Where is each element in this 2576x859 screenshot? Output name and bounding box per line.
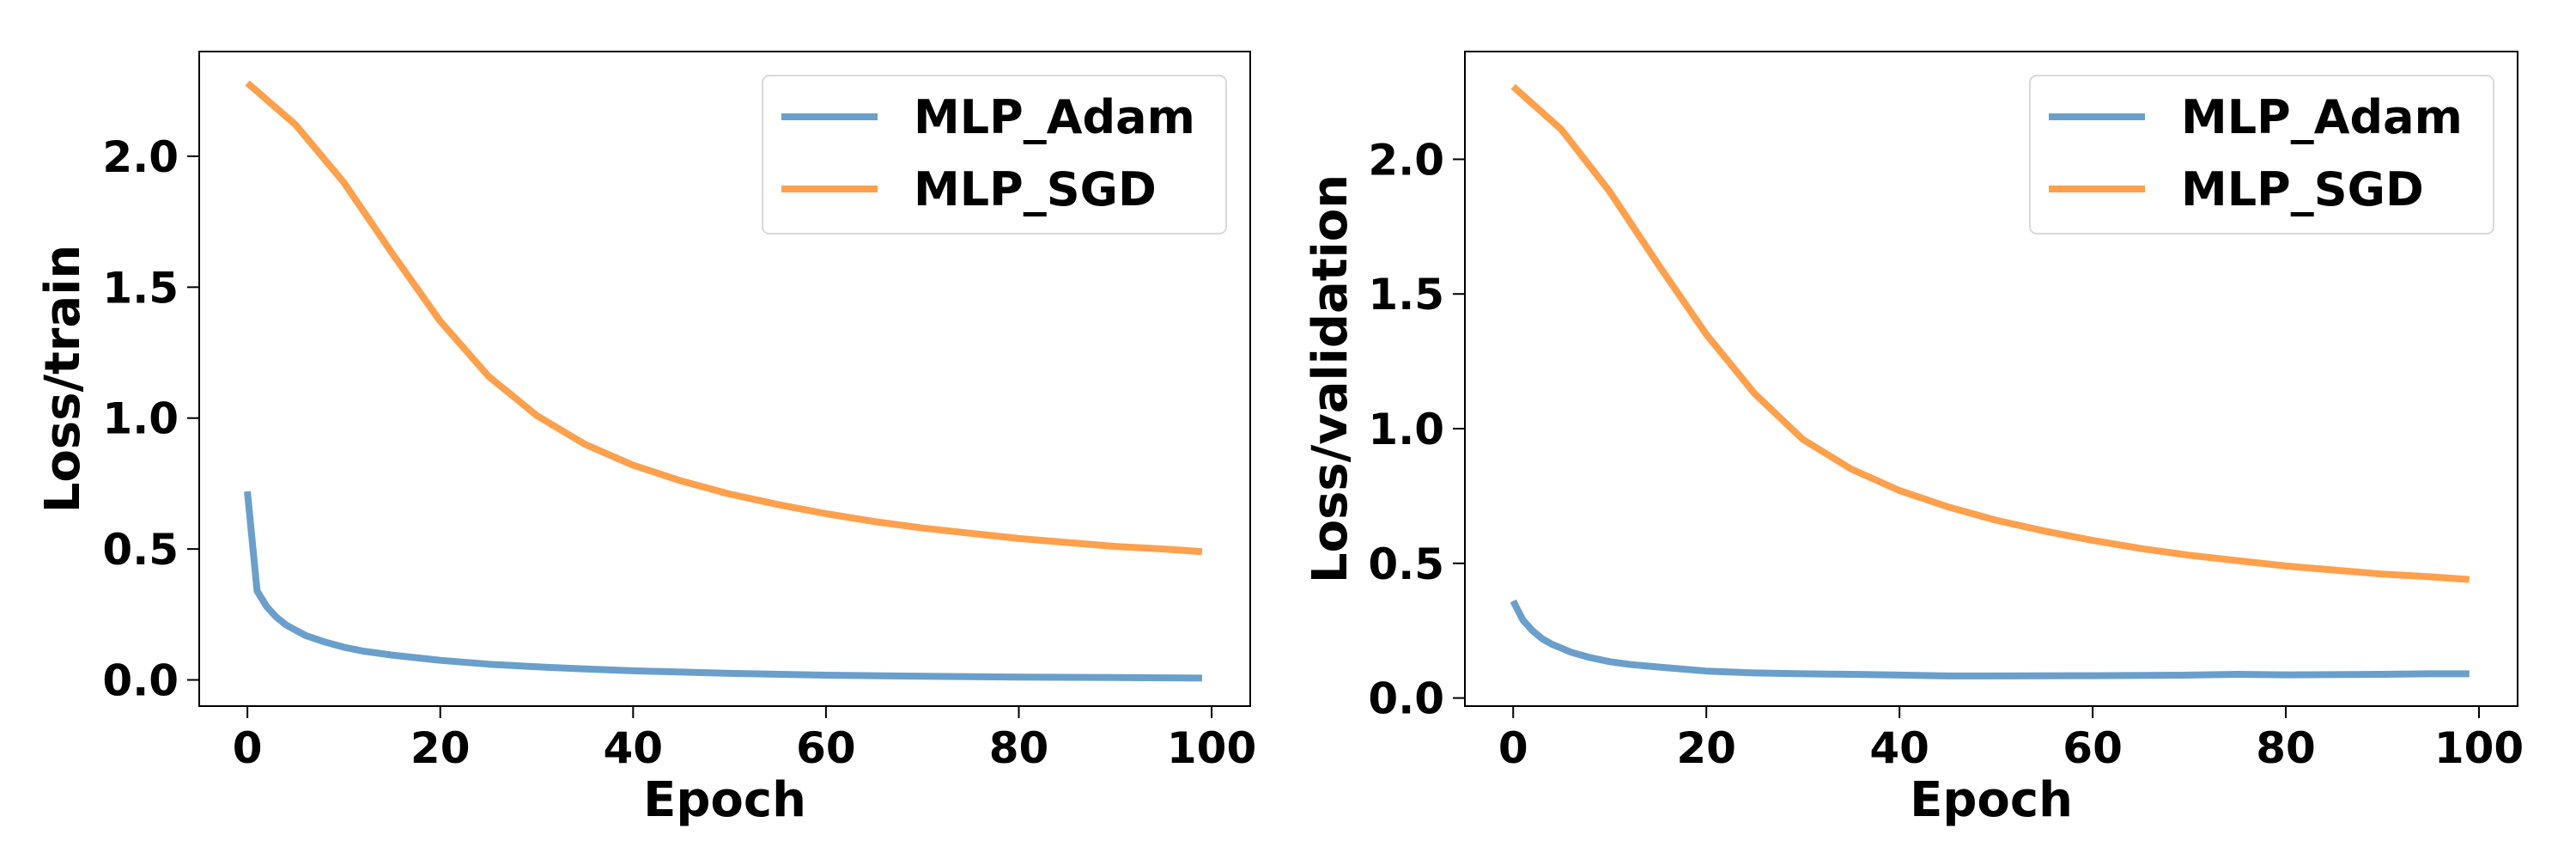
y-tick-label: 1.0 [102, 394, 179, 444]
y-tick-label: 1.0 [1368, 405, 1444, 454]
series-line-mlp-sgd [245, 80, 1203, 556]
legend-label: MLP_Adam [2181, 90, 2463, 144]
x-tick-label: 20 [1676, 723, 1736, 773]
x-tick-label: 60 [796, 723, 856, 773]
x-tick-label: 100 [1167, 723, 1256, 773]
plot-frame [198, 51, 1251, 707]
legend: MLP_Adam MLP_SGD [762, 75, 1227, 235]
x-tick-label: 0 [1498, 723, 1528, 773]
legend-label: MLP_Adam [914, 90, 1195, 144]
x-tick-label: 60 [2063, 723, 2123, 773]
y-tick-label: 0.0 [1368, 674, 1444, 724]
y-axis-label: Loss/train [35, 245, 91, 514]
x-tick-label: 100 [2434, 723, 2524, 773]
y-tick-label: 2.0 [1368, 135, 1444, 185]
y-tick-label: 0.0 [102, 656, 179, 706]
series-line-mlp-sgd [1510, 83, 2470, 583]
x-axis-label: Epoch [643, 772, 806, 828]
series-line-mlp-adam [1510, 599, 2470, 679]
plot-frame [1464, 51, 2518, 707]
x-tick-label: 80 [989, 723, 1049, 773]
x-tick-label: 80 [2256, 723, 2316, 773]
series-line-mlp-adam [244, 490, 1202, 682]
legend-box [762, 75, 1227, 235]
x-tick-label: 0 [233, 723, 263, 773]
y-tick-label: 1.5 [1368, 270, 1444, 320]
x-tick-label: 40 [604, 723, 664, 773]
legend-box [2029, 75, 2494, 235]
legend-label: MLP_SGD [914, 162, 1157, 216]
x-axis-label: Epoch [1910, 772, 2073, 828]
legend: MLP_Adam MLP_SGD [2029, 75, 2494, 235]
x-tick-label: 40 [1869, 723, 1929, 773]
y-axis-label: Loss/validation [1303, 174, 1358, 583]
y-tick-label: 2.0 [102, 132, 179, 182]
legend-label: MLP_SGD [2181, 162, 2424, 216]
x-tick-label: 20 [410, 723, 471, 773]
y-tick-label: 1.5 [102, 263, 179, 313]
y-tick-label: 0.5 [1368, 539, 1444, 589]
chart-panel-loss-train: 0 20 40 60 80 100 0.0 0.5 1.0 1.5 2.0 Epoch Loss/tra… [35, 51, 1256, 828]
y-tick-label: 0.5 [102, 525, 179, 575]
chart-panel-loss-validation: 0 20 40 60 80 100 0.0 0.5 1.0 1.5 2.0 Epoch Loss/val… [1303, 51, 2524, 828]
